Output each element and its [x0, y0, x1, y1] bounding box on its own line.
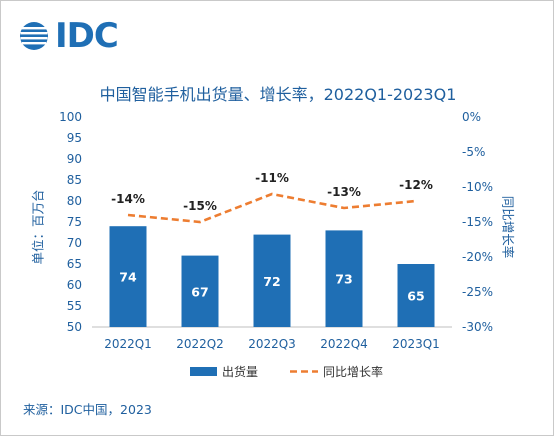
- y-tick-label: 80: [67, 194, 82, 208]
- x-tick-label: 2022Q2: [176, 337, 224, 351]
- x-tick-label: 2022Q1: [104, 337, 152, 351]
- line-value-label: -14%: [111, 192, 145, 206]
- y2-tick-label: -15%: [462, 215, 493, 229]
- legend-label-bar: 出货量: [222, 364, 258, 379]
- idc-logo: IDC: [19, 16, 119, 56]
- y-tick-label: 85: [67, 173, 82, 187]
- y-tick-label: 50: [67, 320, 82, 334]
- line-value-label: -11%: [255, 171, 289, 185]
- x-tick-label: 2023Q1: [392, 337, 440, 351]
- y2-tick-label: -25%: [462, 285, 493, 299]
- chart-title: 中国智能手机出货量、增长率，2022Q1-2023Q1: [99, 85, 457, 104]
- bar: [181, 255, 219, 327]
- bar-value-label: 73: [335, 272, 352, 287]
- bar: [109, 226, 147, 327]
- y-tick-label: 95: [67, 131, 82, 145]
- line-value-label: -15%: [183, 199, 217, 213]
- globe-icon: [20, 22, 48, 50]
- line-value-label: -12%: [399, 178, 433, 192]
- legend-label-line: 同比增长率: [323, 364, 383, 379]
- y2-tick-label: -5%: [462, 145, 485, 159]
- y-tick-label: 90: [67, 152, 82, 166]
- bar-value-label: 67: [191, 284, 208, 299]
- y-tick-label: 60: [67, 278, 82, 292]
- bar: [397, 264, 435, 327]
- x-tick-label: 2022Q3: [248, 337, 296, 351]
- y2-tick-label: 0%: [462, 110, 481, 124]
- y-tick-label: 75: [67, 215, 82, 229]
- bar: [253, 234, 291, 327]
- brand-name: IDC: [55, 16, 119, 56]
- y-tick-label: 70: [67, 236, 82, 250]
- line-value-label: -13%: [327, 185, 361, 199]
- bar-value-label: 72: [263, 274, 280, 289]
- legend-swatch-bar: [190, 367, 217, 376]
- x-tick-label: 2022Q4: [320, 337, 368, 351]
- y2-tick-label: -10%: [462, 180, 493, 194]
- y-tick-label: 100: [59, 110, 82, 124]
- growth-line: [127, 192, 417, 224]
- y2-tick-label: -30%: [462, 320, 493, 334]
- y2-tick-label: -20%: [462, 250, 493, 264]
- bar-value-label: 74: [119, 270, 137, 285]
- y-tick-label: 55: [67, 299, 82, 313]
- bar: [325, 230, 363, 327]
- bar-value-label: 65: [407, 289, 424, 304]
- source-note: 来源：IDC中国，2023: [23, 402, 152, 417]
- y-tick-label: 65: [67, 257, 82, 271]
